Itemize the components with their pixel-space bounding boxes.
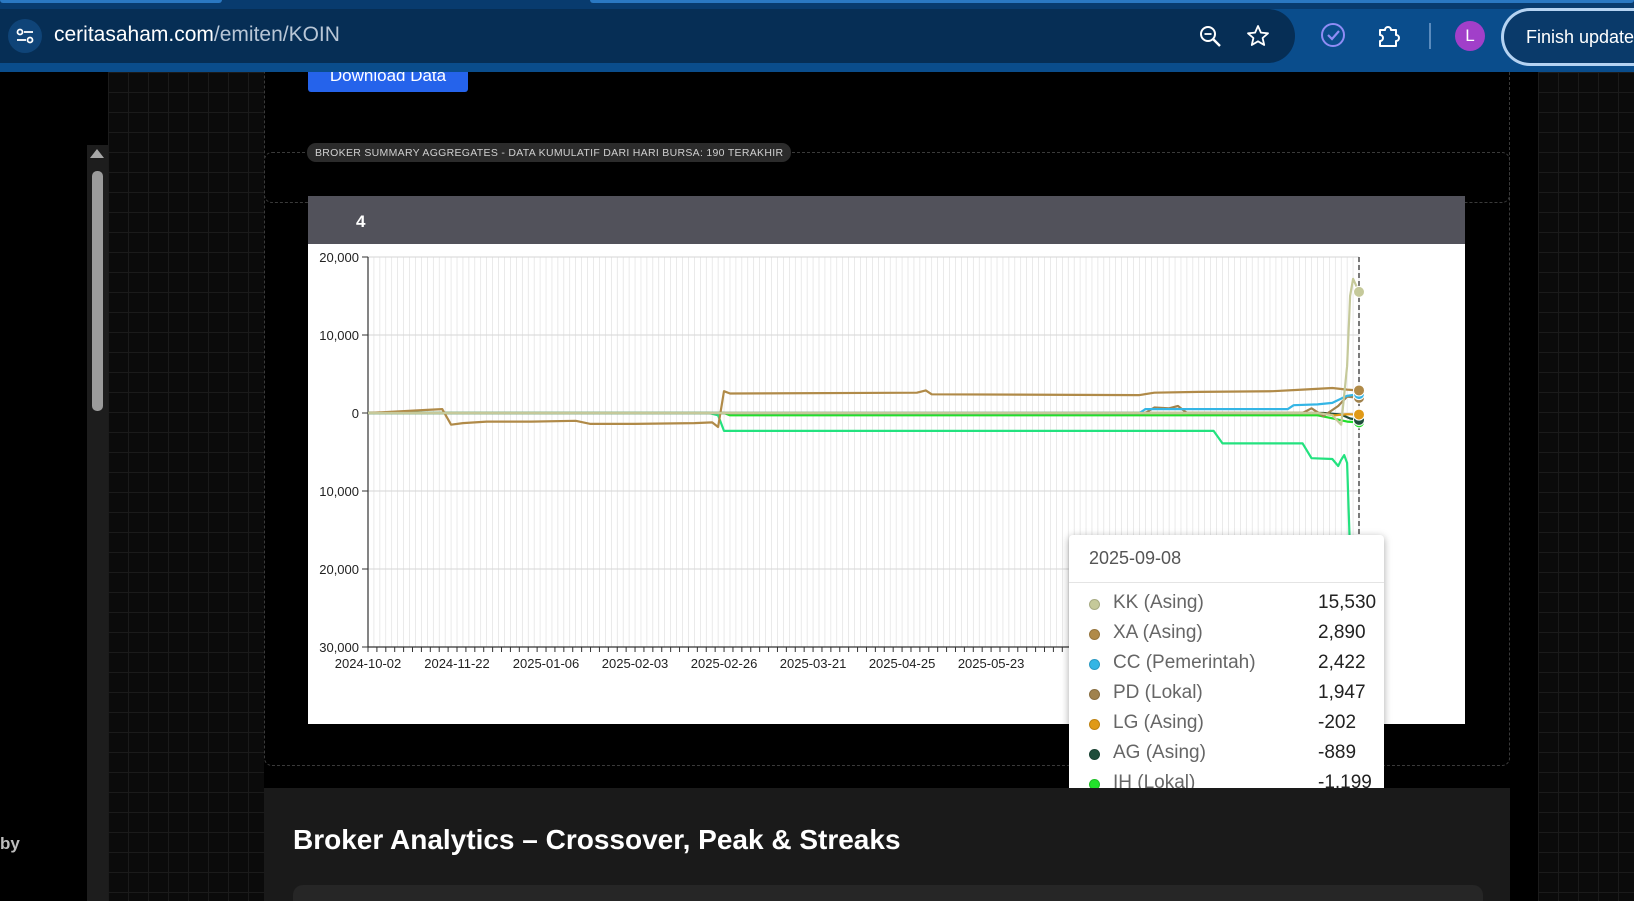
y-tick-label: 30,000: [319, 640, 359, 655]
tooltip-row: PD (Lokal) 1,947: [1089, 682, 1379, 708]
tooltip-row: XA (Asing) 2,890: [1089, 622, 1379, 648]
tooltip-divider: [1069, 582, 1384, 583]
y-tick-label: 20,000: [319, 562, 359, 577]
tooltip-series-name: IH (Lokal): [1113, 772, 1196, 793]
toolbar-separator: [1429, 23, 1431, 49]
extension-check-icon[interactable]: [1318, 20, 1348, 50]
tooltip-row: AG (Asing) -889: [1089, 742, 1379, 768]
address-bar[interactable]: ceritasaham.com/emiten/KOIN: [0, 9, 1295, 63]
tooltip-date: 2025-09-08: [1089, 548, 1182, 568]
series-end-marker: [1353, 285, 1365, 298]
tooltip-series-name: KK (Asing): [1113, 592, 1204, 613]
chart-header-value: 4: [356, 212, 366, 231]
gutter-right: [1510, 72, 1538, 901]
series-color-dot-icon: [1089, 719, 1100, 730]
tab-strip: [0, 0, 1634, 9]
y-tick-label: 10,000: [319, 328, 359, 343]
grid-background-left: [108, 72, 264, 901]
analytics-inner-panel: [293, 885, 1483, 901]
finish-update-button[interactable]: Finish update: [1501, 8, 1634, 66]
x-tick-label: 2025-01-06: [513, 656, 580, 671]
tooltip-series-value: -889: [1318, 742, 1357, 763]
series-line: [368, 277, 1361, 426]
tooltip-series-value: 2,422: [1318, 652, 1366, 673]
y-tick-label: 10,000: [319, 484, 359, 499]
tooltip-row: LG (Asing) -202: [1089, 712, 1379, 738]
tooltip-series-name: XA (Asing): [1113, 622, 1203, 643]
y-tick-label: 20,000: [319, 250, 359, 265]
site-settings-icon[interactable]: [8, 19, 42, 53]
bookmark-star-icon[interactable]: [1244, 22, 1272, 50]
tab-fragment[interactable]: [590, 0, 1634, 3]
tooltip-series-value: 1,947: [1318, 682, 1366, 703]
tooltip-row: CC (Pemerintah) 2,422: [1089, 652, 1379, 678]
series-line: [368, 393, 1360, 415]
x-tick-label: 2025-02-26: [691, 656, 758, 671]
series-end-marker: [1353, 408, 1365, 421]
series-color-dot-icon: [1089, 749, 1100, 760]
section-label: BROKER SUMMARY AGGREGATES - DATA KUMULAT…: [307, 143, 792, 162]
page-content: by Download Data BROKER SUMMARY AGGREGAT…: [0, 72, 1634, 901]
extensions-puzzle-icon[interactable]: [1373, 20, 1403, 50]
x-tick-label: 2025-05-23: [958, 656, 1025, 671]
tooltip-series-value: 2,890: [1318, 622, 1366, 643]
series-color-dot-icon: [1089, 629, 1100, 640]
x-tick-label: 2024-10-02: [335, 656, 402, 671]
tooltip-series-value: -1,199: [1318, 772, 1372, 793]
grid-background-right: [1538, 72, 1634, 901]
tooltip-series-name: LG (Asing): [1113, 712, 1204, 733]
x-tick-label: 2025-02-03: [602, 656, 669, 671]
inner-scrollbar[interactable]: [87, 145, 108, 901]
tooltip-series-name: CC (Pemerintah): [1113, 652, 1256, 673]
tooltip-series-name: AG (Asing): [1113, 742, 1206, 763]
tooltip-row: IH (Lokal) -1,199: [1089, 772, 1379, 798]
analytics-title: Broker Analytics – Crossover, Peak & Str…: [293, 824, 901, 855]
tooltip-row: KK (Asing) 15,530: [1089, 592, 1379, 618]
scroll-thumb[interactable]: [92, 171, 103, 411]
y-tick-label: 0: [352, 406, 359, 421]
broker-analytics-card: Broker Analytics – Crossover, Peak & Str…: [264, 788, 1510, 901]
tooltip-series-value: 15,530: [1318, 592, 1377, 613]
scroll-up-icon[interactable]: [90, 149, 104, 158]
series-color-dot-icon: [1089, 599, 1100, 610]
side-text: by: [0, 834, 20, 853]
profile-avatar[interactable]: L: [1455, 21, 1485, 51]
chart-header: 4: [308, 196, 1465, 244]
broker-summary-card: [264, 152, 1510, 766]
url-path: /emiten/KOIN: [213, 23, 340, 46]
download-data-button[interactable]: Download Data: [308, 72, 468, 92]
url-text[interactable]: ceritasaham.com/emiten/KOIN: [54, 23, 340, 47]
zoom-icon[interactable]: [1196, 22, 1224, 50]
x-tick-label: 2025-04-25: [869, 656, 936, 671]
x-tick-label: 2025-03-21: [780, 656, 847, 671]
x-tick-label: 2024-11-22: [424, 656, 490, 671]
series-line: [367, 386, 1360, 429]
tooltip-series-name: PD (Lokal): [1113, 682, 1203, 703]
tooltip-series-value: -202: [1318, 712, 1357, 733]
series-end-marker: [1353, 384, 1365, 397]
tab-fragment[interactable]: [0, 0, 222, 3]
series-color-dot-icon: [1089, 689, 1100, 700]
browser-toolbar: ceritasaham.com/emiten/KOIN L Finish upd…: [0, 0, 1634, 72]
series-color-dot-icon: [1089, 659, 1100, 670]
url-host: ceritasaham.com: [54, 23, 214, 46]
